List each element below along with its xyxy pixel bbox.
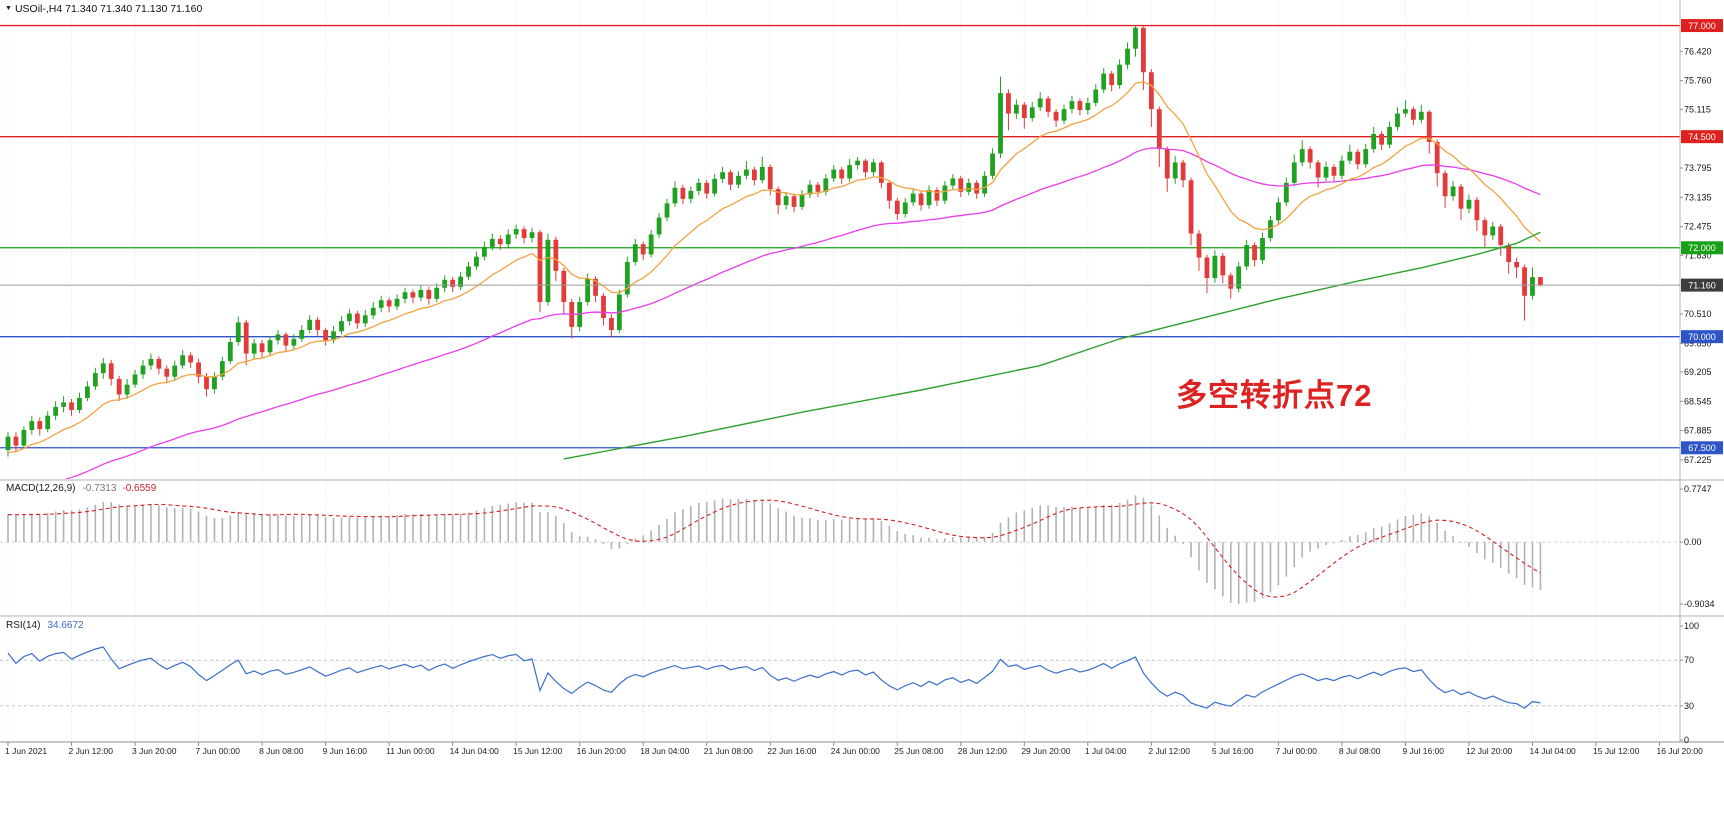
date-label: 28 Jun 12:00 bbox=[958, 746, 1007, 756]
price-tick-label: 68.545 bbox=[1684, 396, 1712, 406]
date-label: 15 Jun 12:00 bbox=[513, 746, 562, 756]
macd-panel bbox=[0, 495, 1680, 604]
ma-mid-line bbox=[64, 147, 1541, 479]
date-label: 1 Jun 2021 bbox=[5, 746, 47, 756]
price-badge-74.500 bbox=[1681, 130, 1723, 144]
date-label: 8 Jul 08:00 bbox=[1339, 746, 1381, 756]
price-badge-67.500 bbox=[1681, 441, 1723, 455]
price-tick-label: 70.510 bbox=[1684, 309, 1712, 319]
price-tick-label: 75.115 bbox=[1684, 104, 1711, 114]
date-label: 5 Jul 16:00 bbox=[1212, 746, 1254, 756]
macd-label-text: MACD(12,26,9) bbox=[6, 483, 76, 494]
date-label: 9 Jul 16:00 bbox=[1402, 746, 1444, 756]
price-axis[interactable] bbox=[1680, 0, 1724, 742]
price-badge-70.000 bbox=[1681, 330, 1723, 344]
price-tick-label: 75.760 bbox=[1684, 76, 1712, 86]
macd-histogram bbox=[7, 495, 1542, 604]
rsi-value: 34.6672 bbox=[47, 620, 84, 631]
price-tick-label: 71.830 bbox=[1684, 250, 1712, 260]
price-tick-label: 76.420 bbox=[1684, 46, 1712, 56]
price-badge-label: 70.000 bbox=[1688, 332, 1716, 342]
macd-axis-label: -0.9034 bbox=[1684, 599, 1715, 609]
price-badge-label: 77.000 bbox=[1688, 21, 1716, 31]
grid-lines bbox=[7, 0, 1661, 742]
axis-labels: 76.420 75.760 75.115 73.795 73.135 72.475 71.8… bbox=[5, 19, 1723, 756]
date-label: 11 Jun 00:00 bbox=[386, 746, 435, 756]
price-badge-label: 67.500 bbox=[1688, 443, 1716, 453]
price-badge-72.000 bbox=[1681, 241, 1723, 255]
macd-axis-label: 0.7747 bbox=[1684, 484, 1712, 494]
rsi-plot-area[interactable] bbox=[0, 616, 1680, 742]
macd-axis-label: 0.00 bbox=[1684, 537, 1702, 547]
price-badge-77.000 bbox=[1681, 19, 1723, 33]
rsi-indicator-label: RSI(14) 34.6672 bbox=[6, 620, 84, 631]
main-price-panel bbox=[0, 24, 1680, 479]
rsi-axis-label: 30 bbox=[1684, 701, 1694, 711]
date-label: 14 Jun 04:00 bbox=[450, 746, 499, 756]
date-label: 9 Jun 16:00 bbox=[323, 746, 368, 756]
ma-fast-line bbox=[7, 81, 1541, 454]
chart-title: ▼ USOil-,H4 71.340 71.340 71.130 71.160 bbox=[5, 3, 202, 15]
price-badge-71.160 bbox=[1681, 278, 1723, 292]
date-label: 15 Jul 12:00 bbox=[1593, 746, 1640, 756]
rsi-axis-label: 70 bbox=[1684, 655, 1694, 665]
price-tick-label: 73.795 bbox=[1684, 163, 1712, 173]
ma-slow-line bbox=[563, 231, 1541, 460]
date-label: 3 Jun 20:00 bbox=[132, 746, 177, 756]
date-label: 7 Jul 00:00 bbox=[1275, 746, 1317, 756]
macd-signal-value: -0.6559 bbox=[122, 483, 157, 494]
price-badge-label: 72.000 bbox=[1688, 243, 1716, 253]
rsi-panel bbox=[0, 646, 1680, 709]
time-axis[interactable] bbox=[0, 742, 1680, 760]
rsi-axis-label: 100 bbox=[1684, 621, 1699, 631]
panel-separators bbox=[0, 0, 1724, 743]
date-label: 24 Jun 00:00 bbox=[831, 746, 880, 756]
price-tick-label: 72.475 bbox=[1684, 222, 1712, 232]
price-tick-label: 69.850 bbox=[1684, 338, 1712, 348]
rsi-label-text: RSI(14) bbox=[6, 620, 41, 631]
date-label: 12 Jul 20:00 bbox=[1466, 746, 1513, 756]
date-label: 29 Jun 20:00 bbox=[1021, 746, 1070, 756]
macd-signal-line bbox=[7, 499, 1541, 598]
date-label: 2 Jul 12:00 bbox=[1148, 746, 1190, 756]
macd-plot-area[interactable] bbox=[0, 480, 1680, 616]
date-label: 21 Jun 08:00 bbox=[704, 746, 753, 756]
price-badge-label: 74.500 bbox=[1688, 132, 1716, 142]
price-badge-label: 71.160 bbox=[1688, 280, 1716, 290]
annotation-text: 多空转折点72 bbox=[1176, 378, 1373, 413]
date-label: 16 Jul 20:00 bbox=[1657, 746, 1704, 756]
price-tick-label: 67.225 bbox=[1684, 455, 1712, 465]
rsi-line bbox=[7, 646, 1541, 709]
price-tick-label: 73.135 bbox=[1684, 192, 1712, 202]
chart-title-text: USOil-,H4 71.340 71.340 71.130 71.160 bbox=[14, 3, 203, 15]
date-label: 22 Jun 16:00 bbox=[767, 746, 816, 756]
date-label: 7 Jun 00:00 bbox=[196, 746, 241, 756]
date-label: 8 Jun 08:00 bbox=[259, 746, 304, 756]
date-label: 14 Jul 04:00 bbox=[1529, 746, 1576, 756]
rsi-axis-label: 0 bbox=[1684, 735, 1689, 745]
chart-plot-area[interactable] bbox=[0, 0, 1680, 480]
price-tick-label: 69.205 bbox=[1684, 367, 1712, 377]
price-tick-label: 67.885 bbox=[1684, 426, 1712, 436]
date-label: 16 Jun 20:00 bbox=[577, 746, 626, 756]
symbol-dropdown-icon[interactable]: ▼ bbox=[5, 5, 12, 12]
date-label: 2 Jun 12:00 bbox=[69, 746, 114, 756]
macd-indicator-label: MACD(12,26,9) -0.7313 -0.6559 bbox=[6, 483, 156, 494]
date-label: 25 Jun 08:00 bbox=[894, 746, 943, 756]
date-label: 1 Jul 04:00 bbox=[1085, 746, 1127, 756]
macd-main-value: -0.7313 bbox=[82, 483, 117, 494]
candlestick-series bbox=[5, 25, 1543, 457]
date-label: 18 Jun 04:00 bbox=[640, 746, 689, 756]
